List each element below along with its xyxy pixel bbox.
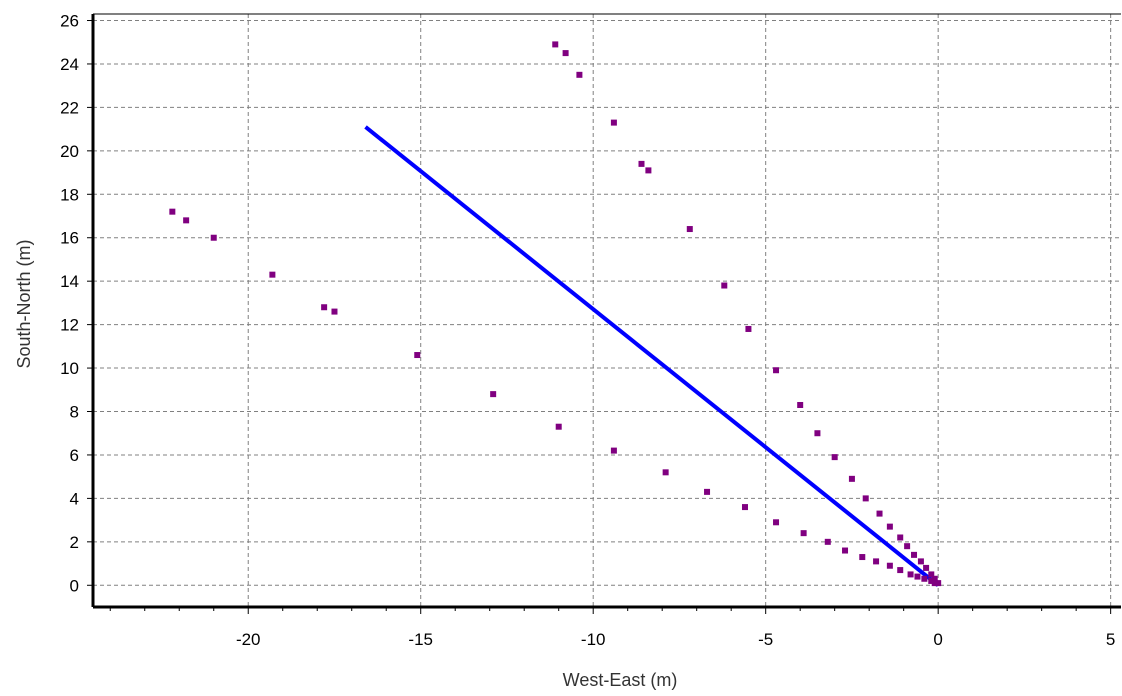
data-point — [862, 495, 869, 502]
data-point — [914, 573, 921, 580]
data-point — [824, 538, 831, 545]
y-axis-label: South-North (m) — [14, 239, 34, 368]
data-point — [928, 577, 935, 584]
y-tick-label: 0 — [70, 576, 79, 595]
y-tick-label: 12 — [60, 316, 79, 335]
data-point — [562, 50, 569, 57]
y-tick-label: 26 — [60, 12, 79, 31]
data-point — [921, 575, 928, 582]
y-tick-label: 16 — [60, 229, 79, 248]
y-tick-label: 14 — [60, 272, 79, 291]
data-point — [183, 217, 190, 224]
data-point — [928, 571, 935, 578]
x-tick-label: -10 — [581, 630, 606, 649]
data-point — [773, 367, 780, 374]
data-point — [931, 580, 938, 587]
scatter-points-layer — [169, 41, 942, 587]
data-point — [886, 523, 893, 530]
data-point — [848, 475, 855, 482]
data-point — [797, 401, 804, 408]
trajectory-line-layer — [364, 125, 940, 587]
data-point — [904, 543, 911, 550]
data-point — [876, 510, 883, 517]
grid — [93, 14, 1121, 607]
data-point — [831, 454, 838, 461]
x-tick-label: 5 — [1106, 630, 1115, 649]
data-point — [773, 519, 780, 526]
y-tick-label: 8 — [70, 403, 79, 422]
data-point — [210, 234, 217, 241]
x-axis-label: West-East (m) — [563, 670, 678, 690]
y-tick-label: 6 — [70, 446, 79, 465]
axes — [87, 13, 1121, 614]
data-point — [321, 304, 328, 311]
data-point — [923, 564, 930, 571]
data-point — [859, 554, 866, 561]
data-point — [935, 580, 942, 587]
data-point — [610, 119, 617, 126]
data-point — [610, 447, 617, 454]
data-point — [490, 391, 497, 398]
y-tick-label: 18 — [60, 185, 79, 204]
data-point — [745, 325, 752, 332]
data-point — [645, 167, 652, 174]
trajectory-line — [364, 125, 940, 587]
x-tick-label: -5 — [758, 630, 773, 649]
data-point — [686, 226, 693, 233]
y-tick-label: 20 — [60, 142, 79, 161]
data-point — [931, 575, 938, 582]
data-point — [638, 160, 645, 167]
data-point — [886, 562, 893, 569]
data-point — [897, 534, 904, 541]
data-point — [576, 71, 583, 78]
data-point — [169, 208, 176, 215]
data-point — [842, 547, 849, 554]
x-tick-label: -15 — [408, 630, 433, 649]
data-point — [552, 41, 559, 48]
data-point — [662, 469, 669, 476]
y-tick-label: 10 — [60, 359, 79, 378]
x-tick-label: -20 — [236, 630, 261, 649]
data-point — [741, 504, 748, 511]
data-point — [331, 308, 338, 315]
data-point — [911, 551, 918, 558]
data-point — [721, 282, 728, 289]
y-tick-label: 2 — [70, 533, 79, 552]
data-point — [907, 571, 914, 578]
data-point — [414, 352, 421, 359]
x-tick-label: 0 — [933, 630, 942, 649]
data-point — [873, 558, 880, 565]
y-tick-label: 22 — [60, 98, 79, 117]
data-point — [555, 423, 562, 430]
data-point — [800, 530, 807, 537]
y-tick-label: 24 — [60, 55, 79, 74]
y-tick-label: 4 — [70, 489, 79, 508]
data-point — [704, 488, 711, 495]
data-point — [917, 558, 924, 565]
data-point — [269, 271, 276, 278]
data-point — [897, 567, 904, 574]
data-point — [814, 430, 821, 437]
